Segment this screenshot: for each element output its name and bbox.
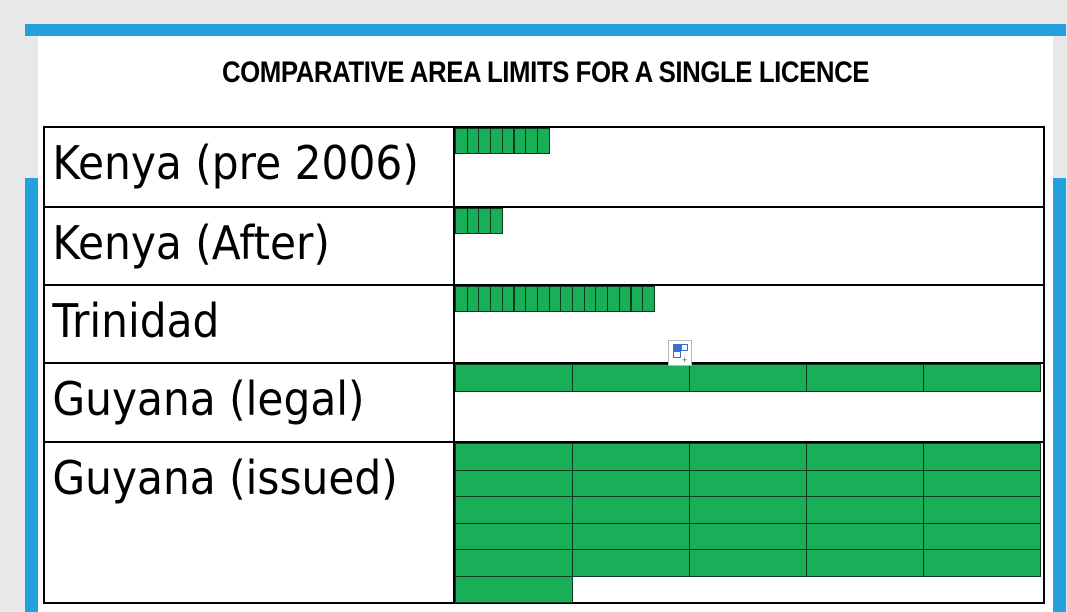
row-bars-cell[interactable] bbox=[453, 284, 1045, 364]
paste-options-icon-part bbox=[673, 344, 681, 351]
licence-block bbox=[572, 364, 690, 392]
paste-options-icon-part bbox=[681, 344, 688, 351]
licence-block bbox=[923, 443, 1041, 471]
licence-block bbox=[572, 469, 690, 497]
table-row[interactable]: Guyana (legal) bbox=[43, 362, 1045, 443]
licence-block bbox=[923, 469, 1041, 497]
licence-block bbox=[455, 522, 573, 550]
licence-block bbox=[806, 469, 924, 497]
row-bars-cell[interactable] bbox=[453, 441, 1045, 604]
licence-block bbox=[455, 443, 573, 471]
row-label: Guyana (issued) bbox=[52, 451, 398, 505]
row-bars-cell[interactable] bbox=[453, 206, 1045, 286]
row-label-cell[interactable]: Kenya (After) bbox=[43, 206, 455, 286]
licence-block bbox=[490, 208, 503, 234]
row-label-cell[interactable]: Kenya (pre 2006) bbox=[43, 126, 455, 208]
row-label: Kenya (After) bbox=[52, 216, 330, 270]
licence-block bbox=[689, 496, 807, 524]
row-label-cell[interactable]: Guyana (issued) bbox=[43, 441, 455, 604]
licence-block bbox=[455, 364, 573, 392]
licence-block bbox=[572, 443, 690, 471]
licence-block bbox=[455, 575, 573, 603]
paste-options-icon-part bbox=[673, 351, 681, 358]
licence-block bbox=[455, 496, 573, 524]
licence-block bbox=[806, 364, 924, 392]
slide-frame-right bbox=[1053, 178, 1066, 612]
slide-frame-top bbox=[25, 24, 1066, 36]
table-row[interactable]: Guyana (issued) bbox=[43, 441, 1045, 604]
licence-block bbox=[455, 549, 573, 577]
row-label: Kenya (pre 2006) bbox=[52, 136, 419, 190]
row-label: Trinidad bbox=[52, 294, 220, 348]
licence-block bbox=[923, 364, 1041, 392]
row-label-cell[interactable]: Guyana (legal) bbox=[43, 362, 455, 443]
licence-block bbox=[923, 549, 1041, 577]
licence-block bbox=[689, 522, 807, 550]
slide-frame-left bbox=[25, 178, 38, 612]
licence-block bbox=[536, 128, 550, 154]
row-bars-cell[interactable] bbox=[453, 362, 1045, 443]
slide-title[interactable]: COMPARATIVE AREA LIMITS FOR A SINGLE LIC… bbox=[221, 56, 870, 89]
licence-block bbox=[806, 522, 924, 550]
comparison-table[interactable]: Kenya (pre 2006) Kenya (After) Trinidad … bbox=[43, 126, 1045, 604]
row-label: Guyana (legal) bbox=[52, 372, 365, 426]
table-row[interactable]: Trinidad bbox=[43, 284, 1045, 364]
licence-block bbox=[806, 496, 924, 524]
licence-block bbox=[689, 443, 807, 471]
licence-block bbox=[923, 522, 1041, 550]
licence-block bbox=[689, 469, 807, 497]
licence-block bbox=[806, 549, 924, 577]
row-bars-cell[interactable] bbox=[453, 126, 1045, 208]
licence-block bbox=[689, 549, 807, 577]
paste-options-icon[interactable]: + bbox=[668, 340, 692, 366]
licence-block bbox=[642, 286, 655, 312]
licence-block bbox=[572, 522, 690, 550]
paste-options-icon-part: + bbox=[682, 355, 688, 365]
licence-block bbox=[572, 549, 690, 577]
licence-block bbox=[572, 496, 690, 524]
licence-block bbox=[689, 364, 807, 392]
licence-block bbox=[923, 496, 1041, 524]
table-row[interactable]: Kenya (After) bbox=[43, 206, 1045, 286]
licence-block bbox=[455, 469, 573, 497]
licence-block bbox=[806, 443, 924, 471]
row-label-cell[interactable]: Trinidad bbox=[43, 284, 455, 364]
table-row[interactable]: Kenya (pre 2006) bbox=[43, 126, 1045, 208]
